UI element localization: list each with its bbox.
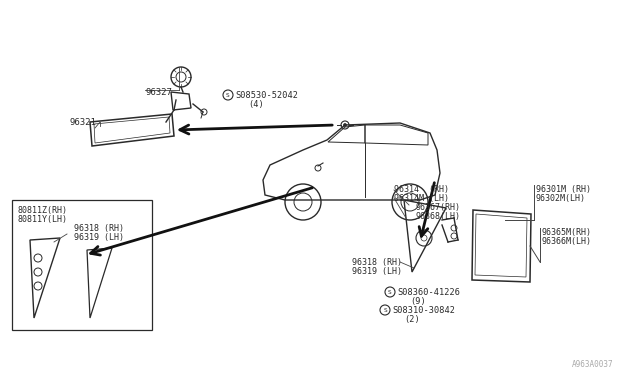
Text: (4): (4) — [248, 100, 264, 109]
Text: 96318 (RH): 96318 (RH) — [352, 258, 402, 267]
Text: 96301M (RH): 96301M (RH) — [536, 185, 591, 194]
Text: 96314  (RH): 96314 (RH) — [394, 185, 449, 194]
Text: 96367(RH): 96367(RH) — [415, 203, 460, 212]
Text: 96368(LH): 96368(LH) — [415, 212, 460, 221]
Text: 96365M(RH): 96365M(RH) — [542, 228, 592, 237]
Text: 96302M(LH): 96302M(LH) — [536, 194, 586, 203]
Text: S: S — [383, 308, 387, 312]
Text: 96366M(LH): 96366M(LH) — [542, 237, 592, 246]
Text: S08530-52042: S08530-52042 — [235, 91, 298, 100]
Text: S08360-41226: S08360-41226 — [397, 288, 460, 297]
Text: S08310-30842: S08310-30842 — [392, 306, 455, 315]
Text: (2): (2) — [404, 315, 420, 324]
Text: 96321: 96321 — [70, 118, 97, 127]
Text: 96319 (LH): 96319 (LH) — [74, 233, 124, 242]
Text: 80811Y(LH): 80811Y(LH) — [17, 215, 67, 224]
Text: S: S — [226, 93, 230, 97]
Circle shape — [344, 124, 346, 126]
Bar — [12, 200, 152, 330]
Text: 96327: 96327 — [145, 88, 172, 97]
Text: 96314M (LH): 96314M (LH) — [394, 194, 449, 203]
Text: 96319 (LH): 96319 (LH) — [352, 267, 402, 276]
Text: A963A0037: A963A0037 — [572, 360, 614, 369]
Text: 96318 (RH): 96318 (RH) — [74, 224, 124, 233]
Text: (9): (9) — [410, 297, 426, 306]
Text: 80811Z(RH): 80811Z(RH) — [17, 206, 67, 215]
Text: S: S — [388, 289, 392, 295]
